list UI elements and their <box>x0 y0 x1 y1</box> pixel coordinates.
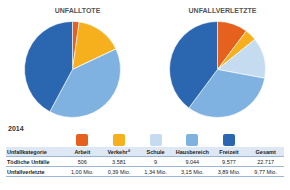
html-text:Freizeit: Freizeit <box>219 148 239 155</box>
html-text:Unfallverletzte: Unfallverletzte <box>7 168 45 175</box>
html-text:9,77 Mio.: 9,77 Mio. <box>254 168 277 175</box>
html-text:Arbeit: Arbeit <box>74 148 91 155</box>
html-text:506: 506 <box>77 158 87 165</box>
html-text:3,15 Mio.: 3,15 Mio. <box>181 168 204 175</box>
html-text:1,34 Mio.: 1,34 Mio. <box>144 168 167 175</box>
html-text:22.717: 22.717 <box>257 158 274 165</box>
html-text:9.044: 9.044 <box>185 158 200 165</box>
html-text:Gesamt: Gesamt <box>255 148 276 155</box>
html-text:Unfallkategorie: Unfallkategorie <box>7 148 47 155</box>
html-text:2014: 2014 <box>8 125 24 132</box>
html-text:3.581: 3.581 <box>112 158 126 165</box>
html-text:Hausbereich: Hausbereich <box>175 148 209 155</box>
html-text:9: 9 <box>154 158 158 165</box>
html-text:0,39 Mio.: 0,39 Mio. <box>107 168 131 175</box>
html-text:Schule: Schule <box>146 148 165 155</box>
svg-text:UNFALLTOTE: UNFALLTOTE <box>55 7 101 14</box>
svg-text:UNFALLVERLETZTE: UNFALLVERLETZTE <box>189 7 257 14</box>
html-text:Tödliche Unfälle: Tödliche Unfälle <box>7 158 50 165</box>
html-text:Verkehr¹⁾: Verkehr¹⁾ <box>107 148 131 155</box>
html-text:1,00 Mio.: 1,00 Mio. <box>71 168 94 175</box>
html-text:3,89 Mio.: 3,89 Mio. <box>217 168 241 175</box>
html-text:9.577: 9.577 <box>222 158 236 165</box>
